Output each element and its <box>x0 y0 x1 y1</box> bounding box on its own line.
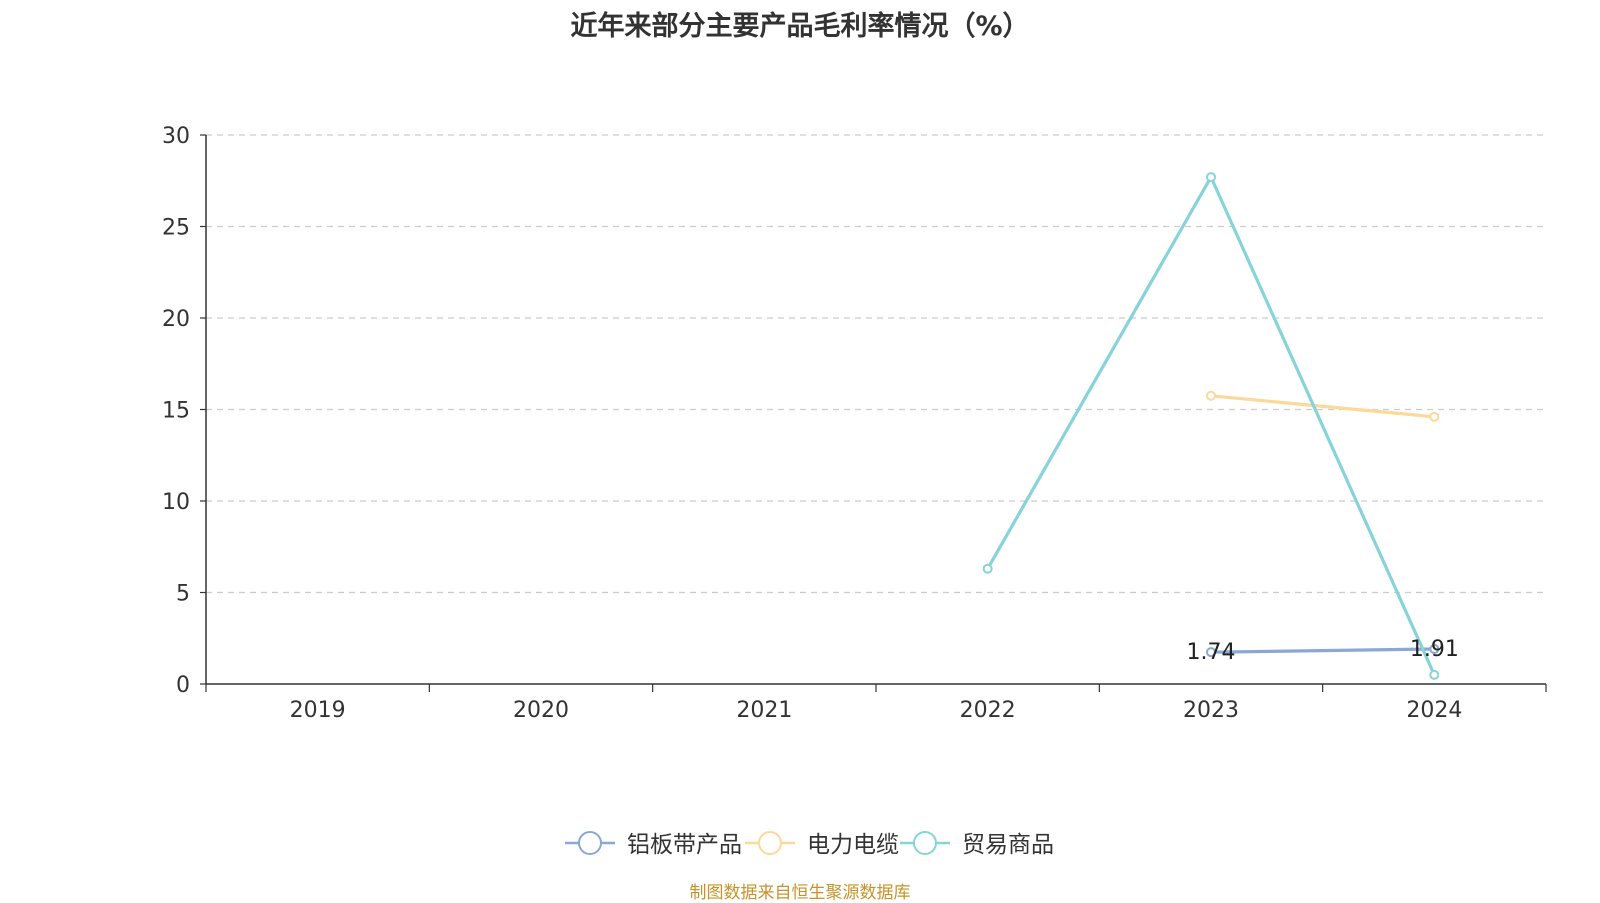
x-tick-label: 2020 <box>513 698 569 723</box>
data-labels: 1.74 1.91 <box>1187 637 1459 665</box>
y-tick-label: 20 <box>162 307 190 332</box>
x-tick-label: 2022 <box>960 698 1016 723</box>
series-group <box>982 172 1440 680</box>
data-point[interactable] <box>1206 172 1216 183</box>
source-note: 制图数据来自恒生聚源数据库 <box>689 883 911 903</box>
data-label: 1.91 <box>1410 637 1459 662</box>
data-point[interactable] <box>1206 390 1216 401</box>
legend-item[interactable]: 铝板带产品 <box>565 831 742 858</box>
data-point[interactable] <box>1429 669 1440 680</box>
y-tick-label: 30 <box>162 124 190 149</box>
axes: 0 5 10 15 20 25 30 2019 2020 2021 2022 2023 2024 <box>162 124 1547 723</box>
legend-label: 电力电缆 <box>807 832 899 858</box>
series-line <box>1210 394 1435 419</box>
legend-marker <box>758 831 782 855</box>
x-tick-label: 2023 <box>1183 698 1239 723</box>
x-tick-label: 2021 <box>736 698 792 723</box>
x-tick-label: 2024 <box>1406 698 1462 723</box>
legend-item[interactable]: 电力电缆 <box>745 831 899 858</box>
legend-marker <box>913 831 937 855</box>
legend-item[interactable]: 贸易商品 <box>900 831 1054 858</box>
y-tick-label: 15 <box>162 399 190 424</box>
series-line <box>1210 647 1435 654</box>
series-line <box>986 175 1436 676</box>
y-tick-label: 5 <box>176 582 190 607</box>
chart-title: 近年来部分主要产品毛利率情况（%） <box>570 11 1030 42</box>
legend-label: 铝板带产品 <box>627 832 742 858</box>
data-label: 1.74 <box>1187 640 1236 665</box>
data-point[interactable] <box>1429 644 1440 655</box>
legend[interactable]: 铝板带产品 电力电缆 贸易商品 <box>565 831 1054 858</box>
grid-lines <box>206 134 1546 594</box>
x-tick-label: 2019 <box>290 698 346 723</box>
data-point[interactable] <box>1206 647 1216 658</box>
data-point[interactable] <box>1429 411 1440 422</box>
legend-label: 贸易商品 <box>962 832 1054 858</box>
legend-marker <box>578 831 602 855</box>
y-tick-label: 10 <box>162 490 190 515</box>
y-tick-label: 25 <box>162 216 190 241</box>
data-point[interactable] <box>982 563 993 574</box>
y-tick-label: 0 <box>176 673 190 698</box>
